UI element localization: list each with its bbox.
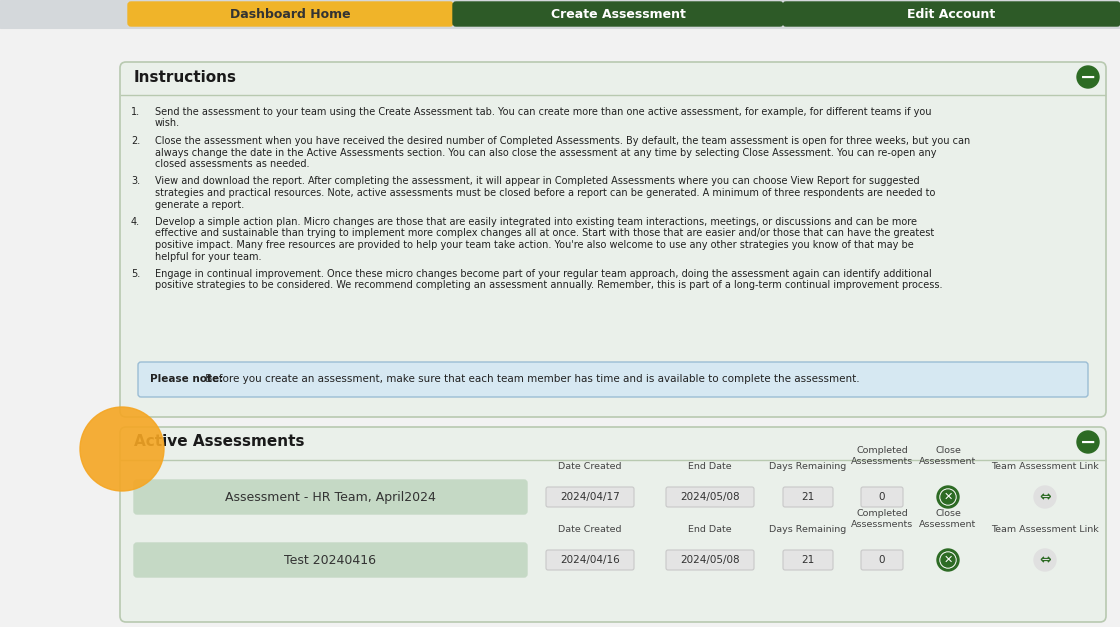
Text: 0: 0 — [879, 555, 885, 565]
Text: Create Assessment: Create Assessment — [551, 8, 685, 21]
Text: Develop a simple action plan. Micro changes are those that are easily integrated: Develop a simple action plan. Micro chan… — [155, 217, 917, 227]
Text: Completed
Assessments: Completed Assessments — [851, 446, 913, 466]
FancyBboxPatch shape — [547, 550, 634, 570]
FancyBboxPatch shape — [128, 2, 452, 26]
Circle shape — [940, 552, 956, 568]
Text: Active Assessments: Active Assessments — [134, 435, 305, 450]
FancyBboxPatch shape — [547, 487, 634, 507]
Text: 2024/04/16: 2024/04/16 — [560, 555, 619, 565]
Text: positive strategies to be considered. We recommend completing an assessment annu: positive strategies to be considered. We… — [155, 280, 943, 290]
Text: Test 20240416: Test 20240416 — [284, 554, 376, 567]
FancyBboxPatch shape — [861, 487, 903, 507]
Circle shape — [937, 486, 959, 508]
Text: ✕: ✕ — [943, 555, 953, 565]
FancyBboxPatch shape — [134, 543, 528, 577]
FancyBboxPatch shape — [783, 2, 1120, 26]
Text: Please note:: Please note: — [150, 374, 223, 384]
FancyBboxPatch shape — [861, 550, 903, 570]
Circle shape — [1077, 431, 1099, 453]
FancyBboxPatch shape — [783, 550, 833, 570]
Text: Edit Account: Edit Account — [907, 8, 996, 21]
Text: 21: 21 — [802, 492, 814, 502]
Circle shape — [1034, 549, 1056, 571]
Text: Days Remaining: Days Remaining — [769, 525, 847, 534]
Text: 3.: 3. — [131, 176, 140, 186]
Text: 2.: 2. — [131, 136, 140, 146]
Text: effective and sustainable than trying to implement more complex changes all at o: effective and sustainable than trying to… — [155, 228, 934, 238]
Text: Assessment - HR Team, April2024: Assessment - HR Team, April2024 — [225, 490, 436, 503]
Text: Date Created: Date Created — [558, 525, 622, 534]
Text: ✕: ✕ — [943, 492, 953, 502]
FancyBboxPatch shape — [783, 487, 833, 507]
Circle shape — [940, 489, 956, 505]
Text: End Date: End Date — [688, 462, 731, 471]
Text: positive impact. Many free resources are provided to help your team take action.: positive impact. Many free resources are… — [155, 240, 914, 250]
Text: End Date: End Date — [688, 525, 731, 534]
Text: −: − — [1080, 433, 1096, 451]
Text: Dashboard Home: Dashboard Home — [231, 8, 351, 21]
Text: closed assessments as needed.: closed assessments as needed. — [155, 159, 309, 169]
Text: always change the date in the Active Assessments section. You can also close the: always change the date in the Active Ass… — [155, 147, 936, 157]
Text: 2024/04/17: 2024/04/17 — [560, 492, 619, 502]
Text: 1.: 1. — [131, 107, 140, 117]
Text: 4.: 4. — [131, 217, 140, 227]
Circle shape — [937, 549, 959, 571]
Text: strategies and practical resources. Note, active assessments must be closed befo: strategies and practical resources. Note… — [155, 188, 935, 198]
Text: ⇔: ⇔ — [1039, 553, 1051, 567]
Text: 5.: 5. — [131, 269, 140, 279]
Text: Engage in continual improvement. Once these micro changes become part of your re: Engage in continual improvement. Once th… — [155, 269, 932, 279]
Circle shape — [941, 490, 955, 504]
Text: Send the assessment to your team using the Create Assessment tab. You can create: Send the assessment to your team using t… — [155, 107, 932, 117]
Text: Close the assessment when you have received the desired number of Completed Asse: Close the assessment when you have recei… — [155, 136, 970, 146]
FancyBboxPatch shape — [666, 487, 754, 507]
Text: Team Assessment Link: Team Assessment Link — [991, 525, 1099, 534]
Circle shape — [80, 407, 164, 491]
FancyBboxPatch shape — [120, 427, 1105, 622]
Text: Team Assessment Link: Team Assessment Link — [991, 462, 1099, 471]
Text: Completed
Assessments: Completed Assessments — [851, 509, 913, 529]
Text: Before you create an assessment, make sure that each team member has time and is: Before you create an assessment, make su… — [202, 374, 860, 384]
FancyBboxPatch shape — [666, 550, 754, 570]
Text: Instructions: Instructions — [134, 70, 237, 85]
Text: Days Remaining: Days Remaining — [769, 462, 847, 471]
FancyBboxPatch shape — [120, 62, 1105, 417]
Text: Date Created: Date Created — [558, 462, 622, 471]
Circle shape — [1034, 486, 1056, 508]
Text: 21: 21 — [802, 555, 814, 565]
Text: wish.: wish. — [155, 119, 180, 129]
FancyBboxPatch shape — [452, 2, 783, 26]
Text: Close
Assessment: Close Assessment — [920, 509, 977, 529]
Bar — [0, 0, 1120, 28]
FancyBboxPatch shape — [134, 480, 528, 514]
Circle shape — [941, 553, 955, 567]
Text: −: − — [1080, 68, 1096, 87]
Text: 2024/05/08: 2024/05/08 — [680, 492, 740, 502]
Text: View and download the report. After completing the assessment, it will appear in: View and download the report. After comp… — [155, 176, 920, 186]
Text: Close
Assessment: Close Assessment — [920, 446, 977, 466]
Text: ⇔: ⇔ — [1039, 490, 1051, 504]
Text: generate a report.: generate a report. — [155, 199, 244, 209]
Text: 0: 0 — [879, 492, 885, 502]
Text: 2024/05/08: 2024/05/08 — [680, 555, 740, 565]
Text: helpful for your team.: helpful for your team. — [155, 251, 261, 261]
Circle shape — [1077, 66, 1099, 88]
FancyBboxPatch shape — [138, 362, 1088, 397]
